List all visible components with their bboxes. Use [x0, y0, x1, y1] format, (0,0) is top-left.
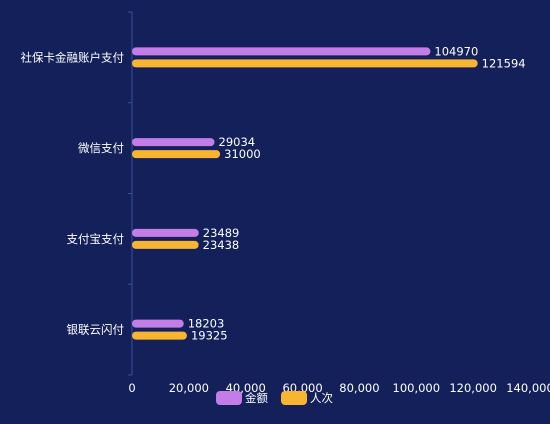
x-tick-label: 100,000 — [393, 381, 441, 395]
bar-人次 — [132, 331, 187, 340]
bar-value-label: 18203 — [188, 317, 225, 331]
x-tick-label: 120,000 — [449, 381, 497, 395]
legend-label: 金额 — [245, 391, 268, 405]
x-tick-label: 140,000 — [506, 381, 550, 395]
bar-金额 — [132, 228, 199, 237]
bar-金额 — [132, 47, 431, 56]
bar-value-label: 31000 — [224, 147, 261, 161]
y-category-label: 支付宝支付 — [67, 232, 125, 246]
bar-value-label: 23489 — [203, 226, 240, 240]
bar-value-label: 19325 — [191, 329, 228, 343]
y-category-label: 微信支付 — [78, 141, 124, 155]
legend-swatch — [281, 391, 307, 405]
bar-金额 — [132, 319, 184, 328]
y-category-label: 社保卡金融账户支付 — [21, 50, 125, 64]
legend-label: 人次 — [310, 391, 333, 405]
bar-金额 — [132, 138, 215, 147]
bar-value-label: 23438 — [203, 238, 240, 252]
legend-swatch — [216, 391, 242, 405]
bar-人次 — [132, 59, 478, 68]
bar-人次 — [132, 150, 221, 159]
x-tick-label: 20,000 — [169, 381, 209, 395]
bar-人次 — [132, 240, 199, 249]
y-category-label: 银联云闪付 — [67, 323, 125, 337]
x-tick-label: 80,000 — [339, 381, 379, 395]
bar-value-label: 29034 — [219, 135, 256, 149]
bar-value-label: 121594 — [482, 56, 526, 70]
bar-value-label: 104970 — [434, 44, 478, 58]
x-tick-label: 0 — [128, 381, 135, 395]
